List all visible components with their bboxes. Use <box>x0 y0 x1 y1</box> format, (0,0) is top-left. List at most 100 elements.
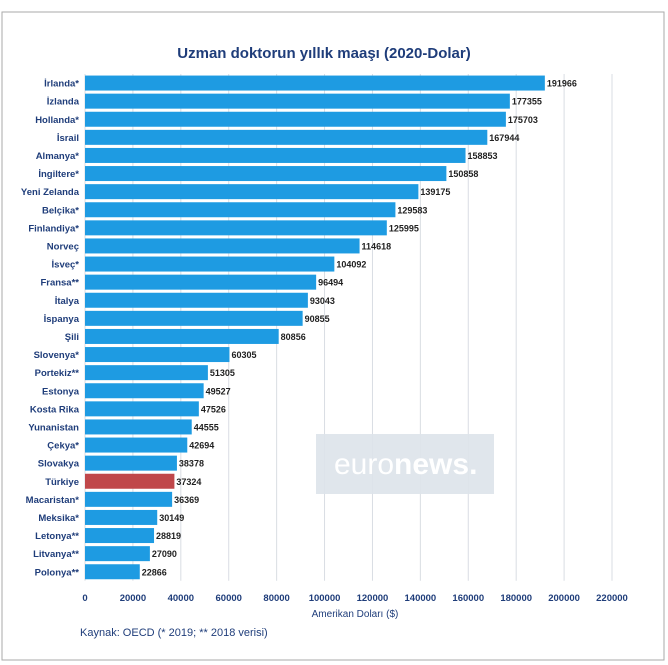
x-tick-label: 180000 <box>500 593 532 604</box>
bar <box>85 401 199 417</box>
value-label: 27090 <box>152 549 177 559</box>
bar <box>85 93 510 109</box>
value-label: 22866 <box>142 567 167 577</box>
category-label: İspanya <box>44 314 80 325</box>
category-label: Yeni Zelanda <box>21 187 80 198</box>
bar <box>85 220 387 236</box>
category-label: Çekya* <box>47 441 79 452</box>
value-label: 125995 <box>389 223 419 233</box>
value-label: 38378 <box>179 459 204 469</box>
value-label: 150858 <box>448 169 478 179</box>
value-label: 30149 <box>159 513 184 523</box>
x-tick-label: 120000 <box>357 593 389 604</box>
value-label: 104092 <box>336 260 366 270</box>
bar <box>85 347 230 363</box>
watermark-light: euro <box>334 448 394 481</box>
category-label: Kosta Rika <box>30 404 80 415</box>
value-label: 42694 <box>189 441 214 451</box>
value-label: 28819 <box>156 531 181 541</box>
value-label: 36369 <box>174 495 199 505</box>
category-label: Türkiye <box>45 477 79 488</box>
bar <box>85 310 303 326</box>
category-label: Estonya <box>42 386 80 397</box>
value-label: 80856 <box>281 332 306 342</box>
category-label: Norveç <box>47 241 79 252</box>
bar <box>85 147 466 163</box>
category-label: Litvanya** <box>33 549 79 560</box>
bar <box>85 564 140 580</box>
category-label: Macaristan* <box>26 495 80 506</box>
bar <box>85 129 488 145</box>
category-label: İsrail <box>57 133 79 144</box>
category-label: Şili <box>65 332 79 343</box>
bar <box>85 546 150 562</box>
x-tick-label: 80000 <box>263 593 289 604</box>
value-label: 90855 <box>305 314 330 324</box>
bar <box>85 202 396 218</box>
bar <box>85 437 188 453</box>
bar <box>85 528 155 544</box>
x-tick-label: 140000 <box>405 593 437 604</box>
x-tick-label: 200000 <box>548 593 580 604</box>
value-label: 60305 <box>231 350 256 360</box>
value-label: 37324 <box>176 477 201 487</box>
value-label: 177355 <box>512 97 542 107</box>
bars-group: İrlanda* 191966 İzlanda 177355 Hollanda* 1757… <box>21 75 577 580</box>
value-label: 93043 <box>310 296 335 306</box>
x-tick-label: 160000 <box>452 593 484 604</box>
bar <box>85 509 158 525</box>
category-label: İrlanda* <box>44 79 79 90</box>
value-label: 44555 <box>194 422 219 432</box>
x-tick-label: 60000 <box>216 593 242 604</box>
category-label: Portekiz** <box>35 368 80 379</box>
category-label: İngiltere* <box>38 169 79 180</box>
category-label: Hollanda* <box>35 115 79 126</box>
bar <box>85 328 279 344</box>
value-label: 51305 <box>210 368 235 378</box>
bar <box>85 455 177 471</box>
category-label: İtalya <box>55 296 80 307</box>
bar <box>85 274 317 290</box>
value-label: 96494 <box>318 278 343 288</box>
bar <box>85 383 204 399</box>
euronews-logo: euronews. <box>316 434 494 494</box>
category-label: Polonya** <box>35 567 80 578</box>
x-tick-label: 220000 <box>596 593 628 604</box>
value-label: 167944 <box>489 133 519 143</box>
category-label: Fransa** <box>40 278 79 289</box>
x-tick-label: 100000 <box>309 593 341 604</box>
bar <box>85 111 506 127</box>
source-note: Kaynak: OECD (* 2019; ** 2018 verisi) <box>80 627 268 639</box>
value-label: 114618 <box>362 241 392 251</box>
category-label: İzlanda <box>47 97 80 108</box>
value-label: 158853 <box>468 151 498 161</box>
value-label: 175703 <box>508 115 538 125</box>
value-label: 49527 <box>206 386 231 396</box>
watermark-bold: news <box>394 448 469 481</box>
category-label: Slovakya <box>38 459 80 470</box>
x-axis-ticks: 0 20000 40000 60000 80000 100000 120000 140000 1… <box>82 593 628 604</box>
bar <box>85 473 175 489</box>
bar <box>85 184 419 200</box>
category-label: Slovenya* <box>34 350 80 361</box>
bar <box>85 166 447 182</box>
category-label: Almanya* <box>36 151 80 162</box>
category-label: İsveç* <box>52 260 80 271</box>
bar <box>85 365 208 381</box>
value-label: 139175 <box>420 187 450 197</box>
value-label: 191966 <box>547 79 577 89</box>
x-axis-title: Amerikan Doları ($) <box>312 609 399 620</box>
x-tick-label: 0 <box>82 593 87 604</box>
chart-title: Uzman doktorun yıllık maaşı (2020-Dolar) <box>177 45 470 62</box>
x-tick-label: 40000 <box>168 593 194 604</box>
category-label: Finlandiya* <box>28 223 79 234</box>
value-label: 129583 <box>397 205 427 215</box>
x-tick-label: 20000 <box>120 593 146 604</box>
value-label: 47526 <box>201 404 226 414</box>
bar <box>85 292 308 308</box>
watermark-box <box>316 434 494 494</box>
watermark-text: euronews. <box>334 448 477 481</box>
category-label: Meksika* <box>38 513 79 524</box>
